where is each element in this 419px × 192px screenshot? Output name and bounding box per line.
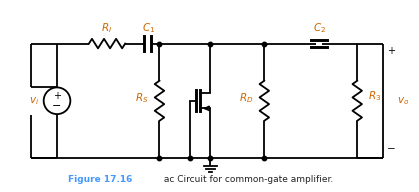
Text: +: + xyxy=(53,91,61,101)
Text: $R_3$: $R_3$ xyxy=(368,89,381,103)
Text: −: − xyxy=(52,101,62,111)
Text: $R_D$: $R_D$ xyxy=(239,91,254,105)
Text: $C_1$: $C_1$ xyxy=(142,21,155,35)
Text: $v_o$: $v_o$ xyxy=(397,95,409,107)
Text: $v_i$: $v_i$ xyxy=(29,95,39,107)
Text: −: − xyxy=(387,144,396,154)
Text: $R_S$: $R_S$ xyxy=(135,91,149,105)
Text: $C_2$: $C_2$ xyxy=(313,21,326,35)
Text: Figure 17.16: Figure 17.16 xyxy=(68,175,132,184)
Text: ac Circuit for common-gate amplifier.: ac Circuit for common-gate amplifier. xyxy=(161,175,333,184)
Text: +: + xyxy=(387,46,395,56)
Text: $R_I$: $R_I$ xyxy=(101,21,113,35)
